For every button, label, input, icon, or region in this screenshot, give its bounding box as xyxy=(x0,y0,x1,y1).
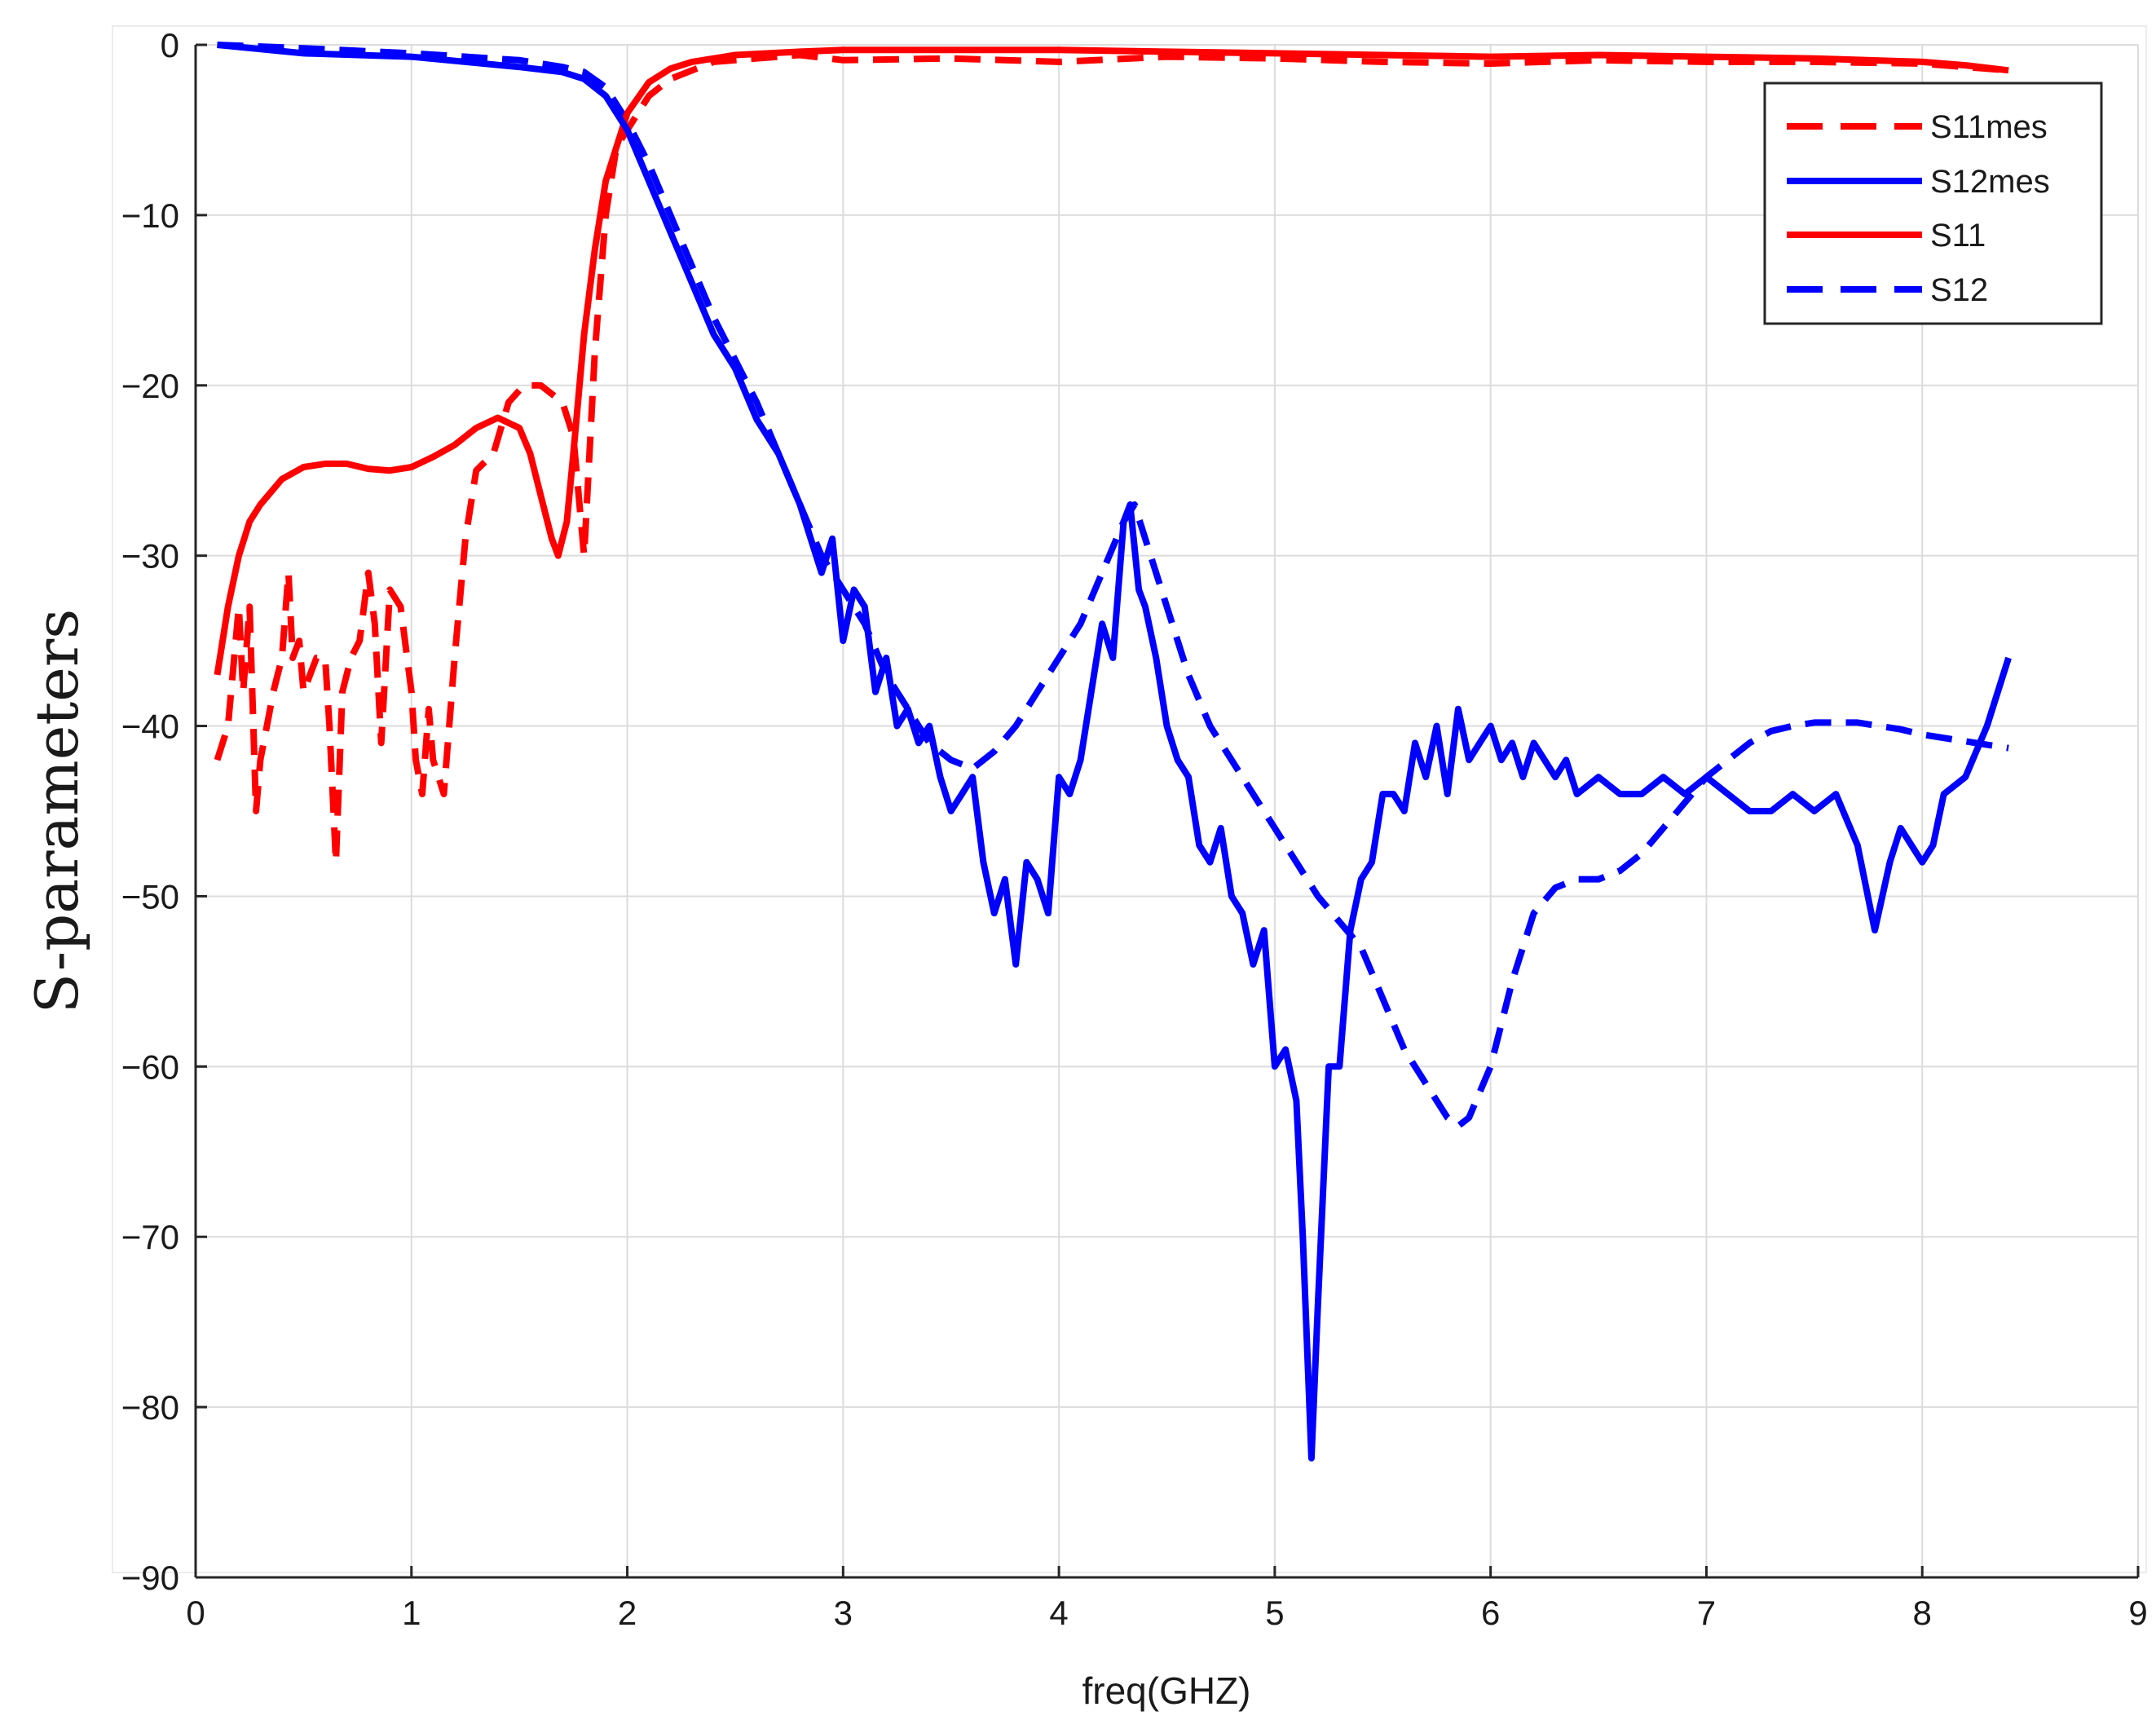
x-tick-label: 0 xyxy=(186,1594,205,1632)
y-axis-label: S-parameters xyxy=(23,609,91,1013)
axes xyxy=(194,45,2138,1579)
y-tick-label: −30 xyxy=(121,537,179,576)
x-tick-label: 7 xyxy=(1697,1594,1716,1632)
x-axis-label: freq(GHZ) xyxy=(1082,1669,1251,1712)
series-line-s12mes xyxy=(217,42,2012,1462)
legend-label-s12: S12 xyxy=(1930,272,1988,308)
y-tick-label: −20 xyxy=(121,367,179,405)
figure-frame xyxy=(112,25,2147,1573)
x-tick-label: 4 xyxy=(1049,1594,1068,1632)
series-line-s12 xyxy=(217,42,2009,1130)
legend-label-s11: S11 xyxy=(1930,218,1986,254)
series-line-s11mes xyxy=(214,51,2009,866)
y-tick-label: −10 xyxy=(121,196,179,235)
y-tick-label: −80 xyxy=(121,1388,179,1427)
series-line-s11 xyxy=(214,46,2009,676)
x-tick-label: 3 xyxy=(834,1594,853,1632)
grid xyxy=(196,44,2139,1577)
y-tick-label: −60 xyxy=(121,1048,179,1086)
y-tick-label: −70 xyxy=(121,1218,179,1256)
x-tick-label: 2 xyxy=(618,1594,637,1632)
series-layer xyxy=(214,42,2012,1462)
ticks: 0 1 2 3 4 5 6 7 8 9 0 −10 −20 −30 −40 −50 −60 −70 −80 −90 xyxy=(121,26,2148,1632)
legend-label-s12mes: S12mes xyxy=(1930,164,2050,200)
y-tick-label: −40 xyxy=(121,708,179,746)
y-tick-label: 0 xyxy=(161,26,179,64)
y-tick-label: −50 xyxy=(121,877,179,915)
x-tick-label: 8 xyxy=(1913,1594,1932,1632)
x-tick-label: 5 xyxy=(1265,1594,1284,1632)
y-tick-label: −90 xyxy=(121,1559,179,1597)
x-tick-label: 1 xyxy=(402,1594,421,1632)
legend: S11mes S12mes S11 S12 xyxy=(1763,82,2103,325)
x-tick-label: 9 xyxy=(2128,1594,2147,1632)
x-tick-label: 6 xyxy=(1481,1594,1500,1632)
legend-label-s11mes: S11mes xyxy=(1930,109,2048,145)
